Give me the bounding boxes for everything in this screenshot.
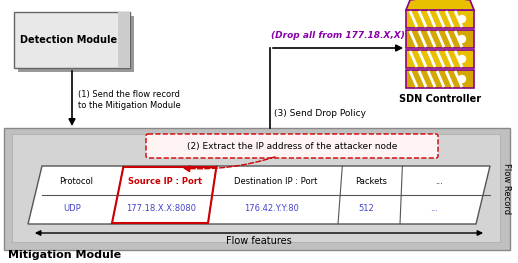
FancyBboxPatch shape — [406, 70, 474, 88]
Text: 512: 512 — [358, 204, 375, 213]
Text: (3) Send Drop Policy: (3) Send Drop Policy — [274, 109, 366, 118]
FancyBboxPatch shape — [406, 30, 474, 48]
Polygon shape — [28, 166, 490, 224]
Text: UDP: UDP — [63, 204, 81, 213]
Text: SDN Controller: SDN Controller — [399, 94, 481, 104]
FancyBboxPatch shape — [12, 134, 500, 242]
Text: Packets: Packets — [355, 177, 386, 186]
Text: 177.18.X.X:8080: 177.18.X.X:8080 — [126, 204, 196, 213]
Circle shape — [458, 55, 466, 63]
Text: ...: ... — [435, 177, 442, 186]
Text: (1) Send the flow record
to the Mitigation Module: (1) Send the flow record to the Mitigati… — [78, 90, 181, 110]
Text: (Drop all from 177.18.X,X): (Drop all from 177.18.X,X) — [271, 31, 405, 40]
FancyBboxPatch shape — [406, 50, 474, 68]
FancyBboxPatch shape — [18, 16, 134, 72]
Circle shape — [458, 36, 466, 43]
Polygon shape — [406, 0, 474, 10]
Text: Destination IP : Port: Destination IP : Port — [235, 177, 318, 186]
FancyBboxPatch shape — [4, 128, 510, 250]
Text: ...: ... — [430, 204, 438, 213]
Text: (2) Extract the IP address of the attacker node: (2) Extract the IP address of the attack… — [187, 141, 397, 150]
Text: 176.42.Y.Y:80: 176.42.Y.Y:80 — [244, 204, 299, 213]
Text: Flow Record: Flow Record — [502, 163, 511, 215]
Text: Detection Module: Detection Module — [20, 35, 118, 45]
Text: Flow features: Flow features — [226, 236, 292, 246]
FancyBboxPatch shape — [146, 134, 438, 158]
Circle shape — [458, 16, 466, 23]
Text: Protocol: Protocol — [60, 177, 93, 186]
Text: Source IP : Port: Source IP : Port — [128, 177, 202, 186]
FancyBboxPatch shape — [406, 10, 474, 28]
FancyBboxPatch shape — [14, 12, 130, 68]
Text: Mitigation Module: Mitigation Module — [8, 250, 121, 260]
FancyBboxPatch shape — [118, 12, 130, 68]
Circle shape — [458, 75, 466, 83]
